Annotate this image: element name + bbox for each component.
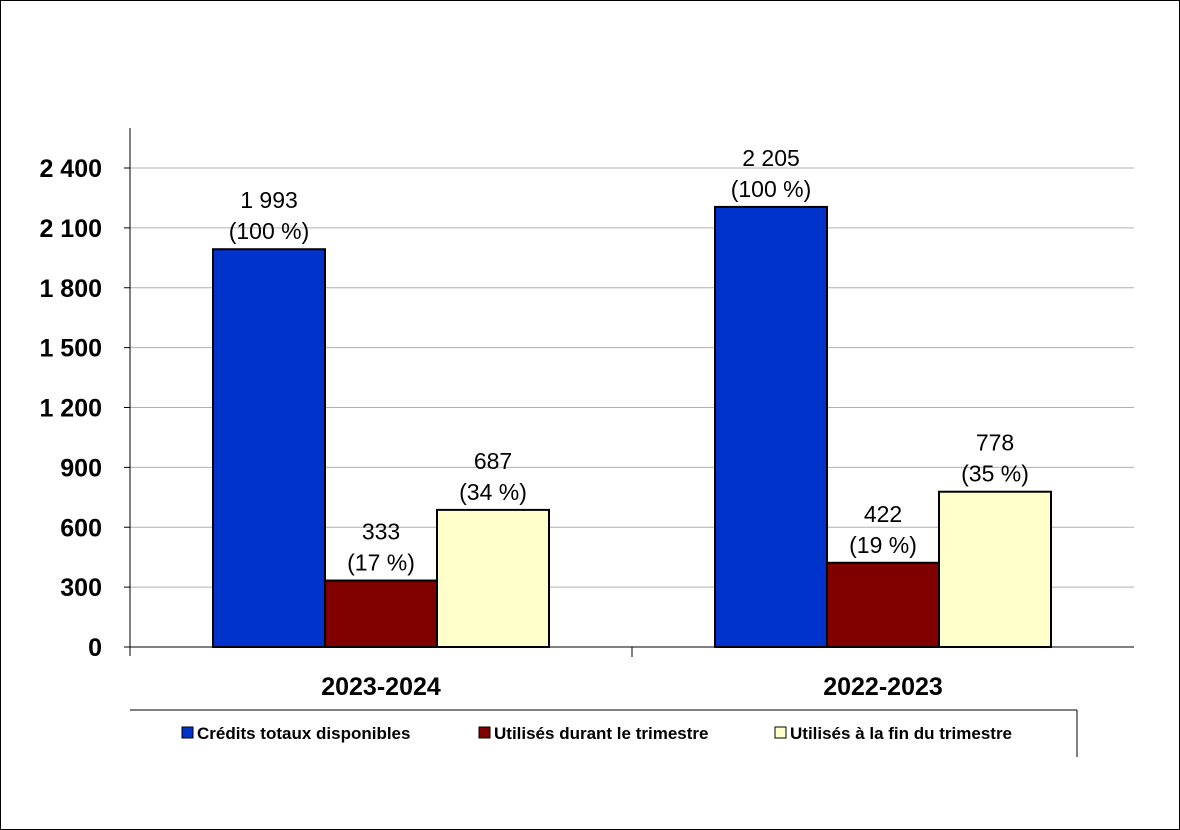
bar — [324, 579, 438, 649]
data-label-percent: (34 %) — [459, 479, 527, 505]
bar — [212, 248, 326, 649]
legend-label: Utilisés durant le trimestre — [494, 724, 708, 743]
legend-label: Crédits totaux disponibles — [197, 724, 410, 743]
data-label-value: 2 205 — [742, 145, 800, 171]
data-label-percent: (19 %) — [849, 532, 917, 558]
bar — [714, 205, 828, 648]
y-tick-label: 300 — [60, 574, 102, 602]
y-tick-label: 900 — [60, 454, 102, 482]
data-label-value: 1 993 — [240, 187, 298, 213]
legend-swatch — [478, 726, 491, 739]
y-tick-label: 2 400 — [39, 155, 102, 183]
legend-label: Utilisés à la fin du trimestre — [790, 724, 1012, 743]
data-label-value: 778 — [976, 430, 1014, 456]
data-label-value: 422 — [864, 501, 902, 527]
bar — [436, 508, 550, 649]
bar — [826, 561, 940, 648]
data-label-value: 333 — [362, 519, 400, 545]
y-tick-label: 1 800 — [39, 275, 102, 303]
y-tick-label: 600 — [60, 514, 102, 542]
data-label-percent: (100 %) — [731, 176, 812, 202]
x-category-label: 2022-2023 — [823, 673, 943, 701]
bar — [938, 490, 1052, 648]
data-label-percent: (35 %) — [961, 461, 1029, 487]
x-category-label: 2023-2024 — [321, 673, 441, 701]
y-tick-label: 1 500 — [39, 335, 102, 363]
data-label-percent: (17 %) — [347, 550, 415, 576]
data-label-value: 687 — [474, 448, 512, 474]
legend-swatch — [774, 726, 787, 739]
y-tick-label: 2 100 — [39, 215, 102, 243]
y-tick-label: 1 200 — [39, 395, 102, 423]
legend-swatch — [181, 726, 194, 739]
data-label-percent: (100 %) — [229, 218, 310, 244]
y-tick-label: 0 — [88, 634, 102, 662]
